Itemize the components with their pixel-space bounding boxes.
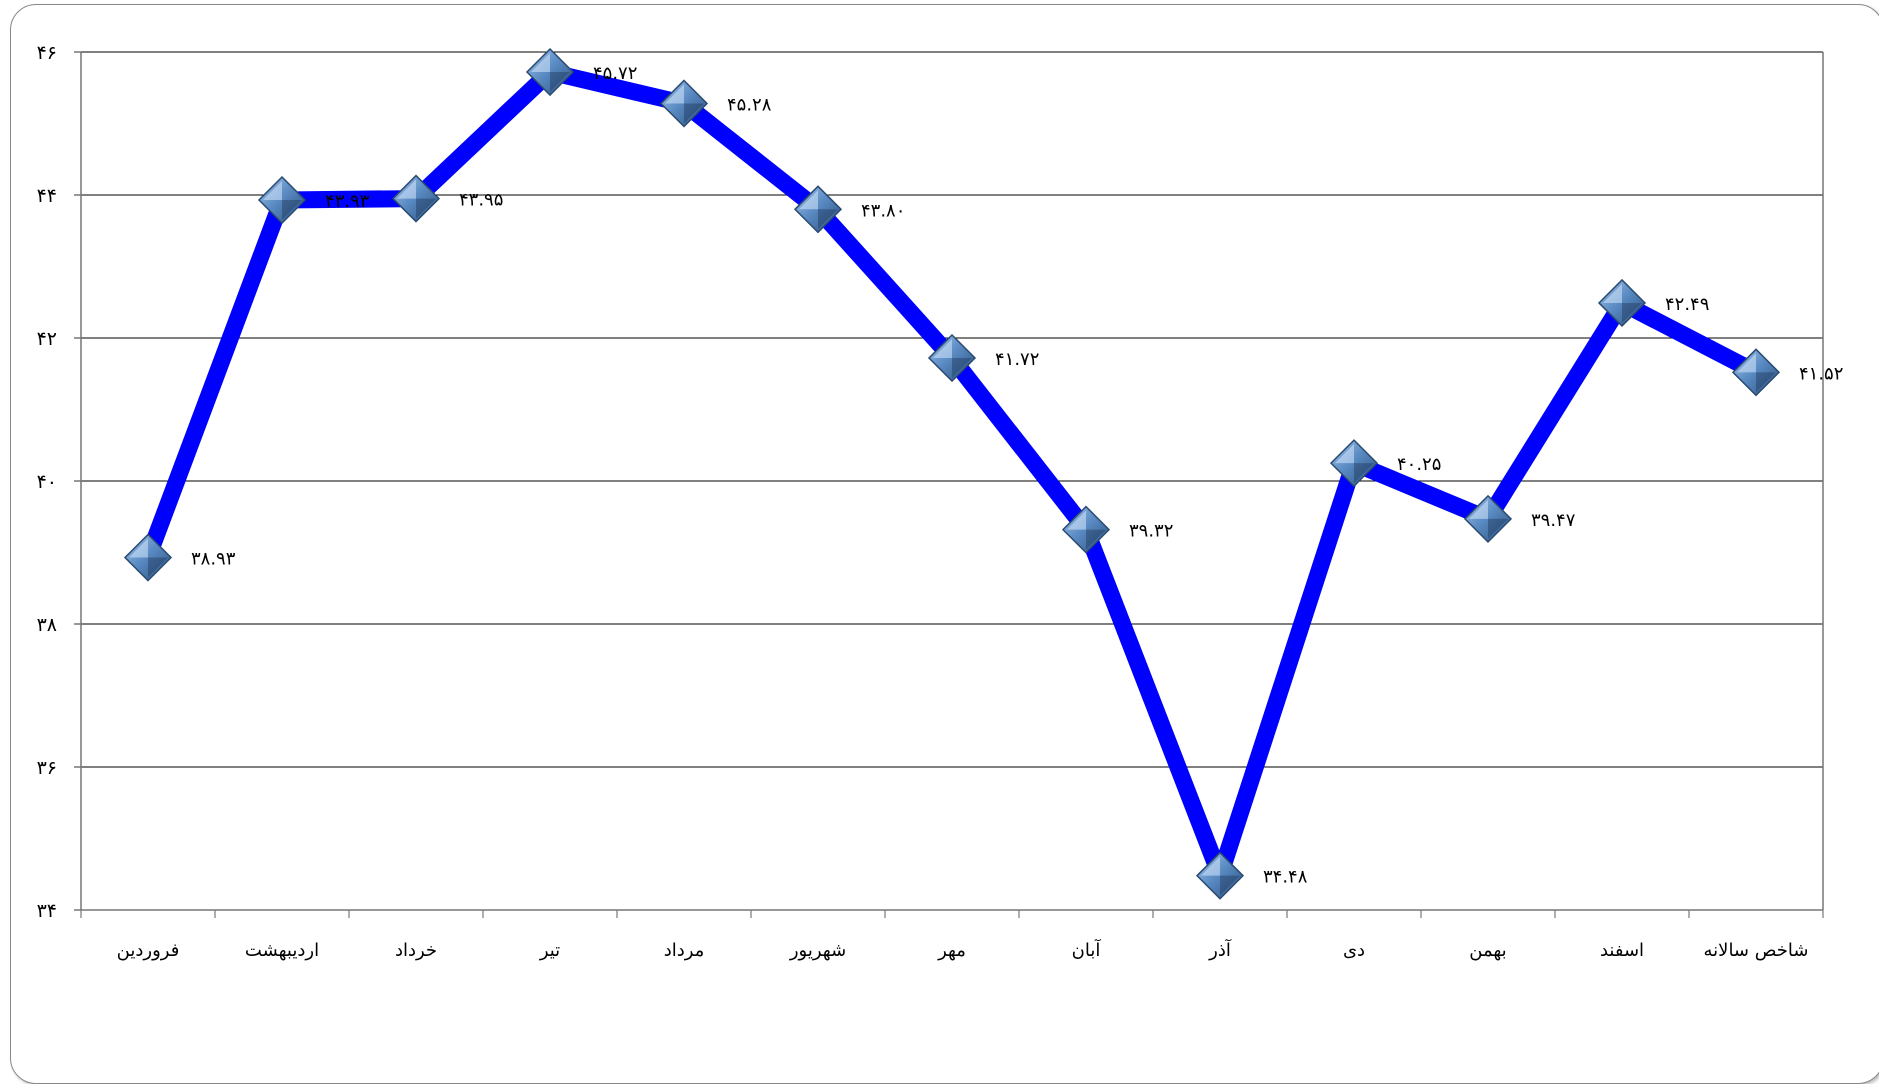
marker-highlight — [1335, 444, 1354, 464]
data-point-marker — [1463, 494, 1513, 543]
series-line-path — [139, 63, 1765, 885]
data-label: ۴۰.۲۵ — [1397, 454, 1441, 475]
marker-highlight — [531, 53, 550, 73]
x-tick-label: آذر — [1208, 938, 1232, 961]
data-point-marker — [123, 533, 173, 582]
data-point-marker — [257, 175, 307, 225]
marker-shade — [952, 358, 972, 379]
marker-highlight — [933, 339, 952, 359]
data-label: ۳۹.۳۲ — [1129, 521, 1173, 542]
marker-shade — [1354, 463, 1374, 484]
x-tick-label: تیر — [539, 940, 560, 961]
y-tick-labels: ۳۴ ۳۶ ۳۸ ۴۰ ۴۲ ۴۴ ۴۶ — [37, 42, 57, 922]
data-point-marker — [391, 174, 441, 223]
data-point-marker — [1731, 348, 1781, 397]
marker-shade — [1622, 302, 1642, 323]
data-point-marker — [525, 47, 575, 97]
data-label: ۴۳.۹۳ — [325, 191, 370, 212]
data-label: ۴۳.۹۵ — [459, 190, 503, 211]
x-tick-label: مهر — [937, 940, 966, 961]
y-tick-label: ۴۰ — [37, 471, 57, 493]
data-label: ۴۵.۷۲ — [593, 63, 637, 84]
marker-shade — [550, 72, 570, 93]
data-label: ۴۲.۴۹ — [1665, 294, 1709, 315]
x-tick-label: فروردین — [117, 940, 180, 961]
data-label: ۳۹.۴۷ — [1531, 510, 1576, 531]
data-label: ۳۴.۴۸ — [1263, 867, 1308, 888]
marker-highlight — [799, 190, 818, 210]
y-tick-label: ۴۲ — [37, 328, 57, 350]
data-point-marker — [1061, 505, 1111, 554]
marker-highlight — [1067, 510, 1086, 530]
marker-highlight — [1201, 856, 1220, 876]
series-line — [139, 63, 1765, 885]
x-tick-label: شاخص سالانه — [1704, 940, 1809, 961]
y-tick-label: ۳۶ — [37, 757, 57, 779]
y-tick-label: ۴۶ — [37, 42, 57, 64]
data-point-marker — [1329, 439, 1379, 488]
data-label: ۴۱.۵۲ — [1799, 363, 1843, 384]
y-tick-label: ۴۴ — [37, 185, 57, 207]
x-tick-label: اردیبهشت — [245, 940, 319, 961]
x-tick-label: مرداد — [664, 940, 705, 961]
marker-shade — [1756, 372, 1776, 393]
data-label: ۴۳.۸۰ — [861, 200, 905, 221]
marker-shade — [1488, 518, 1508, 539]
marker-shade — [818, 209, 838, 230]
data-label: ۴۵.۲۸ — [727, 94, 772, 115]
x-tick-label: آبان — [1072, 938, 1102, 961]
y-tick-label: ۳۴ — [37, 900, 57, 922]
marker-shade — [684, 103, 704, 124]
chart-frame — [10, 4, 1879, 1084]
data-point-marker — [659, 79, 709, 128]
marker-shade — [1086, 529, 1106, 550]
series-markers — [123, 47, 1781, 900]
marker-highlight — [1603, 283, 1622, 303]
data-point-marker — [1597, 278, 1647, 328]
x-tick-labels: فروردین اردیبهشت خرداد تیر مرداد شهریور مهر آبا… — [117, 938, 1809, 961]
marker-highlight — [1737, 353, 1756, 373]
x-tick-label: بهمن — [1469, 940, 1506, 961]
x-tick-label: شهریور — [789, 940, 846, 961]
axes — [74, 51, 1824, 918]
data-labels: ۳۸.۹۳ ۴۳.۹۳ ۴۳.۹۵ ۴۵.۷۲ ۴۵.۲۸ ۴۳.۸۰ ۴۱.۷۲ ۳۹.۳۲… — [191, 63, 1843, 888]
data-point-marker — [927, 333, 977, 383]
data-label: ۳۸.۹۳ — [191, 549, 236, 570]
x-tick-label: دی — [1343, 940, 1365, 961]
marker-shade — [416, 198, 436, 219]
y-tick-label: ۳۸ — [37, 614, 57, 636]
marker-shade — [282, 200, 302, 221]
marker-shade — [1220, 875, 1240, 896]
data-point-marker — [793, 185, 843, 234]
x-tick-label: اسفند — [1600, 940, 1644, 961]
marker-shade — [148, 557, 168, 578]
x-tick-label: خرداد — [395, 940, 437, 961]
marker-highlight — [263, 181, 282, 201]
marker-highlight — [665, 84, 684, 104]
marker-highlight — [1469, 499, 1488, 519]
data-label: ۴۱.۷۲ — [995, 349, 1039, 370]
marker-highlight — [397, 179, 416, 199]
gridlines — [81, 51, 1823, 768]
marker-highlight — [129, 538, 148, 558]
data-point-marker — [1195, 851, 1245, 900]
